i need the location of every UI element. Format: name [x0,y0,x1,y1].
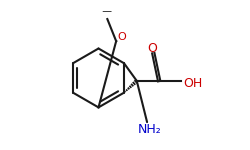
Text: —: — [96,6,118,16]
Text: O: O [147,42,157,55]
Text: OH: OH [183,77,203,90]
Text: NH₂: NH₂ [138,123,161,136]
Text: O: O [117,32,126,42]
